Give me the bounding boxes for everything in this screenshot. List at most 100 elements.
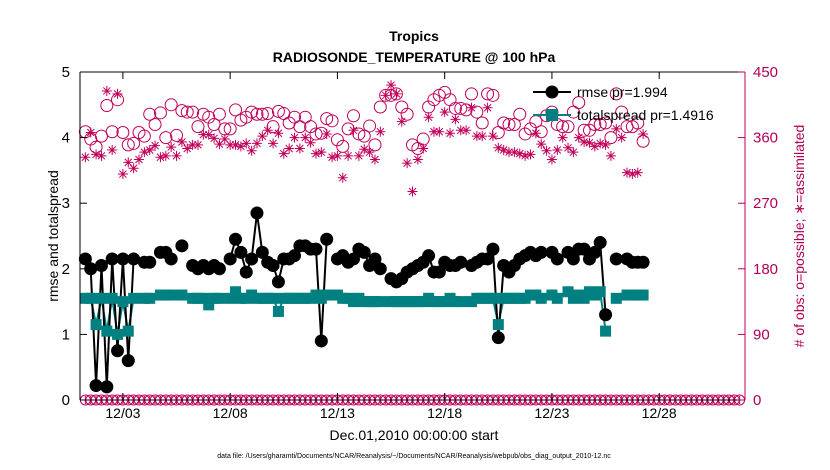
obs-assimilated-point bbox=[584, 137, 595, 148]
obs-assimilated-point bbox=[128, 163, 139, 174]
spread-point bbox=[95, 292, 107, 304]
rmse-point bbox=[566, 252, 580, 266]
rmse-point bbox=[357, 245, 371, 259]
rmse-point bbox=[234, 245, 248, 259]
obs-possible-point bbox=[572, 96, 586, 110]
obs-possible-point bbox=[373, 100, 387, 114]
obs-possible-point bbox=[454, 101, 468, 115]
obs-assimilated-point bbox=[300, 132, 311, 143]
obs-possible-point bbox=[212, 107, 226, 121]
rmse-point bbox=[577, 242, 591, 256]
obs-possible-point bbox=[481, 87, 495, 101]
obs-assimilated-point bbox=[557, 132, 568, 143]
obs-possible-point bbox=[599, 116, 613, 130]
y-axis-left-label: rmse and totalspread bbox=[45, 170, 61, 302]
obs-possible-point bbox=[615, 105, 629, 119]
rmse-point bbox=[550, 252, 564, 266]
obs-assimilated-point bbox=[166, 142, 177, 153]
obs-assimilated-point bbox=[622, 167, 633, 178]
chart-title: Tropics bbox=[389, 28, 439, 44]
y-right-tick-label: 360 bbox=[753, 130, 778, 147]
obs-possible-point bbox=[121, 138, 135, 152]
obs-possible-point bbox=[143, 107, 157, 121]
obs-assimilated-point bbox=[412, 154, 423, 165]
y-left-tick-label: 1 bbox=[62, 326, 70, 343]
obs-assimilated-point bbox=[225, 139, 236, 150]
obs-assimilated-point bbox=[536, 139, 547, 150]
legend-rmse-marker bbox=[545, 85, 559, 99]
obs-assimilated-point bbox=[214, 139, 225, 150]
x-tick-label: 12/28 bbox=[642, 405, 677, 421]
obs-assimilated-point bbox=[638, 128, 649, 139]
rmse-point bbox=[534, 245, 548, 259]
obs-assimilated-point bbox=[423, 112, 434, 123]
obs-assimilated-point bbox=[407, 186, 418, 197]
rmse-point bbox=[229, 232, 243, 246]
obs-assimilated-point bbox=[294, 143, 305, 154]
obs-possible-point bbox=[245, 105, 259, 119]
obs-possible-point bbox=[470, 105, 484, 119]
obs-possible-point bbox=[459, 103, 473, 117]
obs-assimilated-point bbox=[509, 147, 520, 158]
obs-assimilated-point bbox=[257, 131, 268, 142]
obs-assimilated-point bbox=[386, 80, 397, 91]
obs-assimilated-point bbox=[203, 129, 214, 140]
obs-assimilated-point bbox=[96, 150, 107, 161]
obs-assimilated-point bbox=[268, 138, 279, 149]
spread-point bbox=[551, 292, 563, 304]
obs-possible-point bbox=[170, 128, 184, 142]
spread-point bbox=[230, 286, 242, 298]
obs-assimilated-point bbox=[482, 102, 493, 113]
obs-assimilated-point bbox=[123, 157, 134, 168]
rmse-point bbox=[175, 239, 189, 253]
obs-possible-point bbox=[368, 138, 382, 152]
obs-assimilated-point bbox=[487, 131, 498, 142]
spread-point bbox=[224, 292, 236, 304]
rmse-point bbox=[116, 252, 130, 266]
obs-assimilated-point bbox=[520, 150, 531, 161]
rmse-point bbox=[111, 344, 125, 358]
obs-assimilated-point bbox=[284, 143, 295, 154]
obs-assimilated-point bbox=[439, 107, 450, 118]
obs-assimilated-point bbox=[563, 142, 574, 153]
obs-assimilated-point bbox=[632, 167, 643, 178]
obs-assimilated-point bbox=[402, 158, 413, 169]
obs-assimilated-point bbox=[504, 147, 515, 158]
obs-possible-point bbox=[357, 129, 371, 143]
rmse-point bbox=[486, 242, 500, 256]
legend: rmse pr=1.994 totalspread pr=1.4916 bbox=[533, 84, 714, 123]
obs-assimilated-point bbox=[445, 128, 456, 139]
rmse-point bbox=[121, 354, 135, 368]
obs-possible-point bbox=[325, 114, 339, 128]
obs-possible-point bbox=[271, 104, 285, 118]
obs-assimilated-point bbox=[251, 138, 262, 149]
rmse-point bbox=[84, 262, 98, 276]
obs-possible-point bbox=[486, 88, 500, 102]
legend-spread-label: totalspread pr=1.4916 bbox=[577, 107, 714, 123]
spread-point bbox=[492, 319, 504, 331]
y-right-tick-label: 270 bbox=[753, 195, 778, 212]
obs-assimilated-point bbox=[171, 150, 182, 161]
obs-assimilated-point bbox=[182, 143, 193, 154]
spread-point bbox=[144, 292, 156, 304]
obs-possible-point bbox=[502, 117, 516, 131]
x-tick-label: 12/13 bbox=[320, 405, 355, 421]
obs-assimilated-point bbox=[160, 150, 171, 161]
obs-possible-point bbox=[186, 105, 200, 119]
spread-point bbox=[112, 328, 124, 340]
spread-point bbox=[594, 286, 606, 298]
x-axis-label: Dec.01,2010 00:00:00 start bbox=[330, 427, 499, 443]
obs-possible-point bbox=[347, 109, 361, 123]
obs-possible-point bbox=[475, 116, 489, 130]
spread-point bbox=[374, 296, 386, 308]
legend-spread-marker bbox=[546, 109, 558, 121]
obs-assimilated-point bbox=[289, 132, 300, 143]
obs-assimilated-point bbox=[348, 125, 359, 136]
obs-possible-point bbox=[153, 106, 167, 120]
spread-point bbox=[578, 292, 590, 304]
y-axis-right-label: # of obs: o=possible; ∗=assimilated bbox=[791, 125, 807, 348]
obs-assimilated-point bbox=[546, 154, 557, 165]
obs-assimilated-point bbox=[541, 145, 552, 156]
